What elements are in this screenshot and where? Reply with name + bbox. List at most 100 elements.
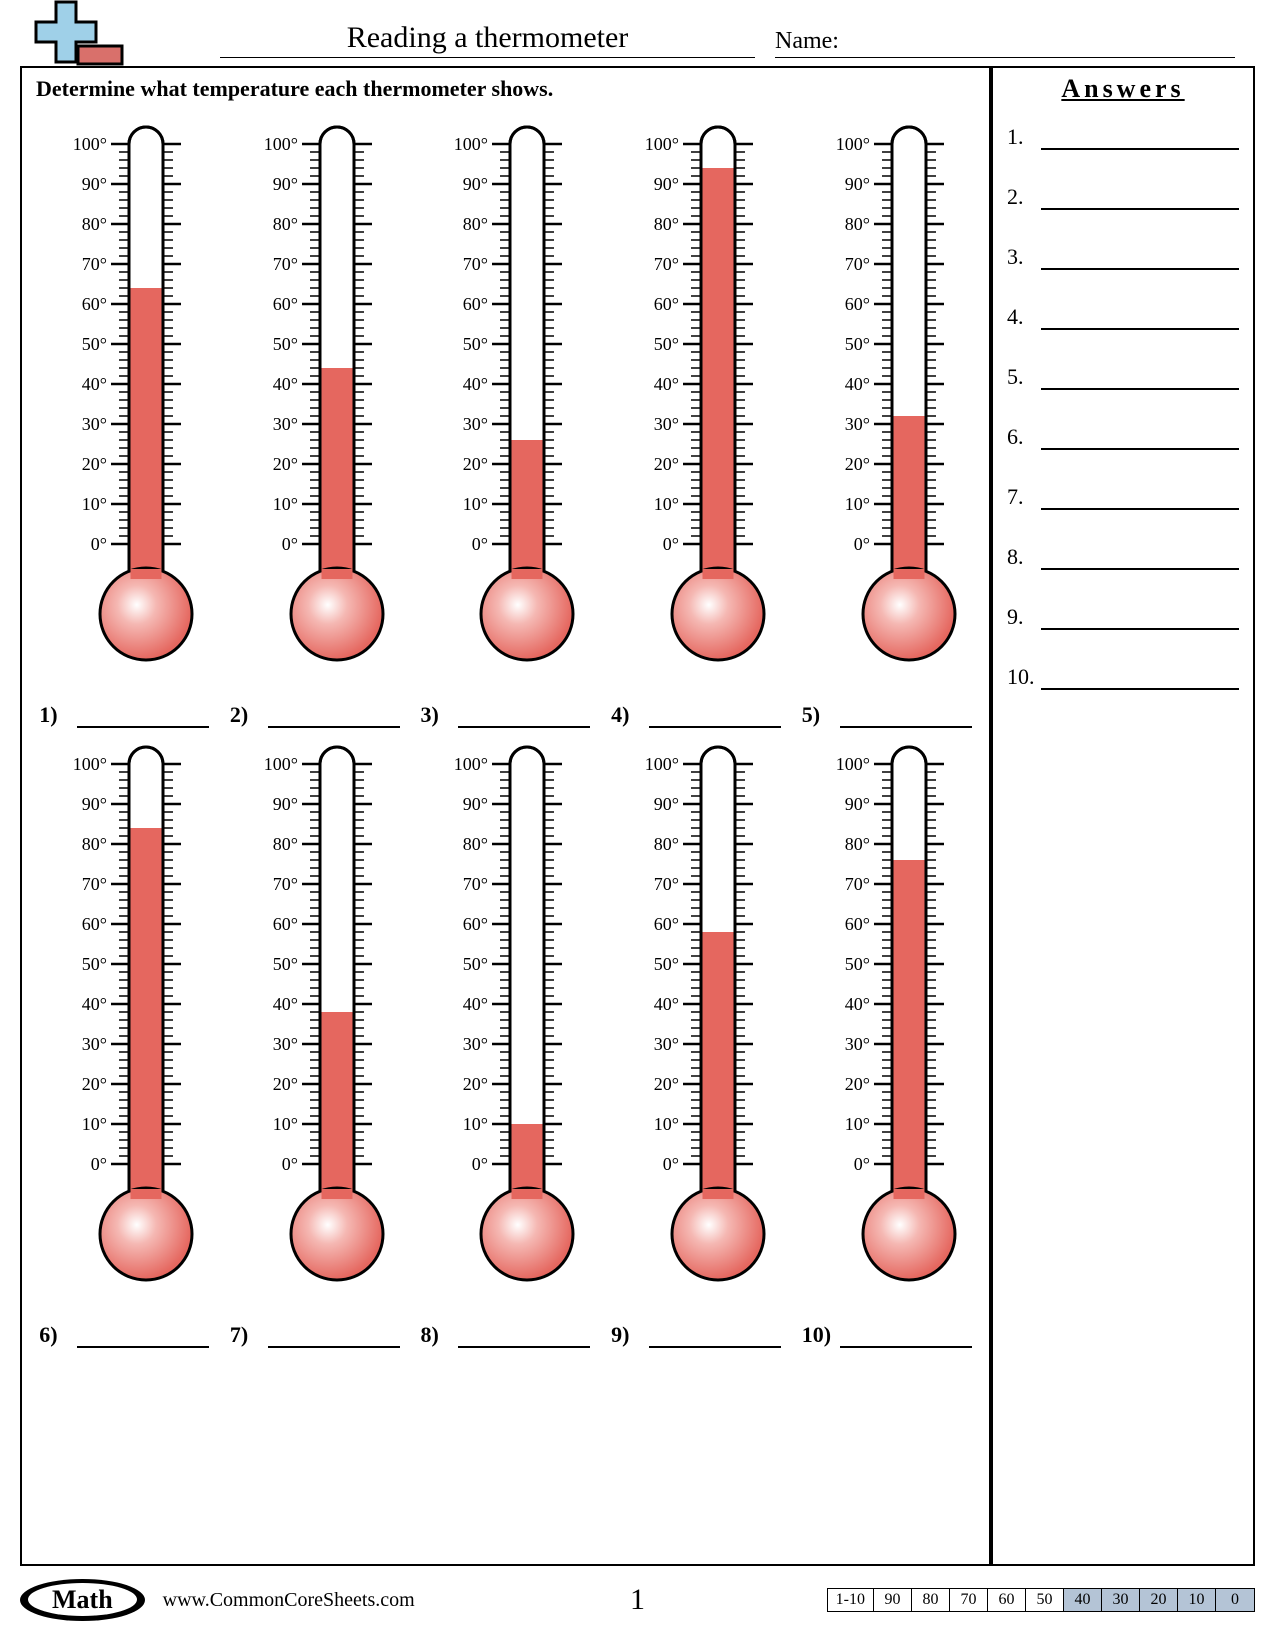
answers-heading: Answers bbox=[1007, 74, 1239, 104]
answer-line[interactable] bbox=[1041, 668, 1239, 690]
answer-number: 3. bbox=[1007, 244, 1041, 270]
worksheet-page: Reading a thermometer Name: Determine wh… bbox=[0, 0, 1275, 1624]
svg-text:90°: 90° bbox=[463, 174, 488, 194]
svg-text:80°: 80° bbox=[654, 834, 679, 854]
svg-text:70°: 70° bbox=[844, 874, 869, 894]
svg-text:0°: 0° bbox=[472, 534, 488, 554]
svg-text:20°: 20° bbox=[654, 454, 679, 474]
svg-text:90°: 90° bbox=[273, 174, 298, 194]
svg-text:40°: 40° bbox=[844, 374, 869, 394]
svg-text:70°: 70° bbox=[273, 254, 298, 274]
answer-number: 4. bbox=[1007, 304, 1041, 330]
svg-text:100°: 100° bbox=[645, 134, 679, 154]
svg-text:40°: 40° bbox=[654, 374, 679, 394]
answer-blank[interactable] bbox=[268, 708, 400, 728]
answer-blank[interactable] bbox=[268, 1328, 400, 1348]
svg-text:70°: 70° bbox=[82, 874, 107, 894]
answer-line[interactable] bbox=[1041, 188, 1239, 210]
thermometer-cell: 0°10°20°30°40°50°60°70°80°90°100° 9) bbox=[604, 734, 789, 1348]
svg-text:50°: 50° bbox=[844, 954, 869, 974]
svg-text:10°: 10° bbox=[844, 494, 869, 514]
svg-text:20°: 20° bbox=[654, 1074, 679, 1094]
thermometer-grid: 0°10°20°30°40°50°60°70°80°90°100° 1) 0°1… bbox=[32, 110, 979, 1352]
svg-text:30°: 30° bbox=[273, 414, 298, 434]
answer-blank[interactable] bbox=[77, 708, 209, 728]
name-label: Name: bbox=[775, 28, 839, 55]
answer-blank[interactable] bbox=[458, 1328, 590, 1348]
thermometer: 0°10°20°30°40°50°60°70°80°90°100° bbox=[797, 734, 977, 1314]
question-row: 1) bbox=[39, 702, 209, 728]
thermometer: 0°10°20°30°40°50°60°70°80°90°100° bbox=[606, 734, 786, 1314]
svg-text:60°: 60° bbox=[273, 914, 298, 934]
svg-text:90°: 90° bbox=[654, 794, 679, 814]
worksheet-area: Determine what temperature each thermome… bbox=[22, 68, 993, 1564]
svg-text:50°: 50° bbox=[82, 954, 107, 974]
svg-text:40°: 40° bbox=[82, 374, 107, 394]
svg-text:100°: 100° bbox=[454, 134, 488, 154]
svg-text:20°: 20° bbox=[844, 1074, 869, 1094]
svg-text:90°: 90° bbox=[844, 794, 869, 814]
answer-number: 1. bbox=[1007, 124, 1041, 150]
svg-text:80°: 80° bbox=[463, 834, 488, 854]
thermometer: 0°10°20°30°40°50°60°70°80°90°100° bbox=[797, 114, 977, 694]
answer-blank[interactable] bbox=[649, 1328, 781, 1348]
svg-text:0°: 0° bbox=[472, 1154, 488, 1174]
answer-blank[interactable] bbox=[77, 1328, 209, 1348]
svg-text:90°: 90° bbox=[844, 174, 869, 194]
name-field[interactable]: Name: bbox=[775, 28, 1235, 58]
thermometer-cell: 0°10°20°30°40°50°60°70°80°90°100° 7) bbox=[223, 734, 408, 1348]
answer-row: 7. bbox=[1007, 484, 1239, 510]
answer-blank[interactable] bbox=[458, 708, 590, 728]
answer-line[interactable] bbox=[1041, 368, 1239, 390]
header: Reading a thermometer Name: bbox=[0, 0, 1275, 62]
svg-text:10°: 10° bbox=[654, 1114, 679, 1134]
question-number: 4) bbox=[611, 702, 649, 728]
score-bar: 1-109080706050403020100 bbox=[827, 1588, 1255, 1612]
score-cell: 80 bbox=[912, 1589, 950, 1611]
thermometer: 0°10°20°30°40°50°60°70°80°90°100° bbox=[415, 114, 595, 694]
answer-line[interactable] bbox=[1041, 428, 1239, 450]
svg-text:80°: 80° bbox=[654, 214, 679, 234]
answer-line[interactable] bbox=[1041, 608, 1239, 630]
answer-line[interactable] bbox=[1041, 548, 1239, 570]
svg-text:20°: 20° bbox=[82, 454, 107, 474]
score-cell: 60 bbox=[988, 1589, 1026, 1611]
svg-text:30°: 30° bbox=[273, 1034, 298, 1054]
answer-number: 2. bbox=[1007, 184, 1041, 210]
answer-blank[interactable] bbox=[840, 708, 972, 728]
svg-text:30°: 30° bbox=[82, 414, 107, 434]
answer-blank[interactable] bbox=[649, 708, 781, 728]
math-badge-label: Math bbox=[28, 1583, 137, 1616]
answer-line[interactable] bbox=[1041, 488, 1239, 510]
svg-text:0°: 0° bbox=[853, 534, 869, 554]
answer-number: 5. bbox=[1007, 364, 1041, 390]
page-title: Reading a thermometer bbox=[220, 21, 755, 58]
answer-number: 10. bbox=[1007, 664, 1041, 690]
svg-text:70°: 70° bbox=[273, 874, 298, 894]
answer-row: 6. bbox=[1007, 424, 1239, 450]
svg-text:50°: 50° bbox=[273, 334, 298, 354]
svg-text:100°: 100° bbox=[264, 754, 298, 774]
svg-text:10°: 10° bbox=[82, 1114, 107, 1134]
svg-text:0°: 0° bbox=[282, 534, 298, 554]
svg-text:50°: 50° bbox=[654, 334, 679, 354]
answer-line[interactable] bbox=[1041, 248, 1239, 270]
score-range-label: 1-10 bbox=[828, 1589, 874, 1611]
answer-row: 3. bbox=[1007, 244, 1239, 270]
answer-row: 9. bbox=[1007, 604, 1239, 630]
svg-text:20°: 20° bbox=[844, 454, 869, 474]
answer-row: 10. bbox=[1007, 664, 1239, 690]
answer-blank[interactable] bbox=[840, 1328, 972, 1348]
svg-text:70°: 70° bbox=[654, 874, 679, 894]
answer-row: 5. bbox=[1007, 364, 1239, 390]
question-row: 2) bbox=[230, 702, 400, 728]
thermometer: 0°10°20°30°40°50°60°70°80°90°100° bbox=[34, 734, 214, 1314]
answer-line[interactable] bbox=[1041, 308, 1239, 330]
answer-line[interactable] bbox=[1041, 128, 1239, 150]
svg-text:60°: 60° bbox=[273, 294, 298, 314]
thermometer: 0°10°20°30°40°50°60°70°80°90°100° bbox=[225, 114, 405, 694]
svg-text:60°: 60° bbox=[844, 294, 869, 314]
answers-list: 1. 2. 3. 4. 5. 6. 7. 8. 9. 10 bbox=[1007, 124, 1239, 690]
svg-text:0°: 0° bbox=[282, 1154, 298, 1174]
svg-text:40°: 40° bbox=[463, 374, 488, 394]
